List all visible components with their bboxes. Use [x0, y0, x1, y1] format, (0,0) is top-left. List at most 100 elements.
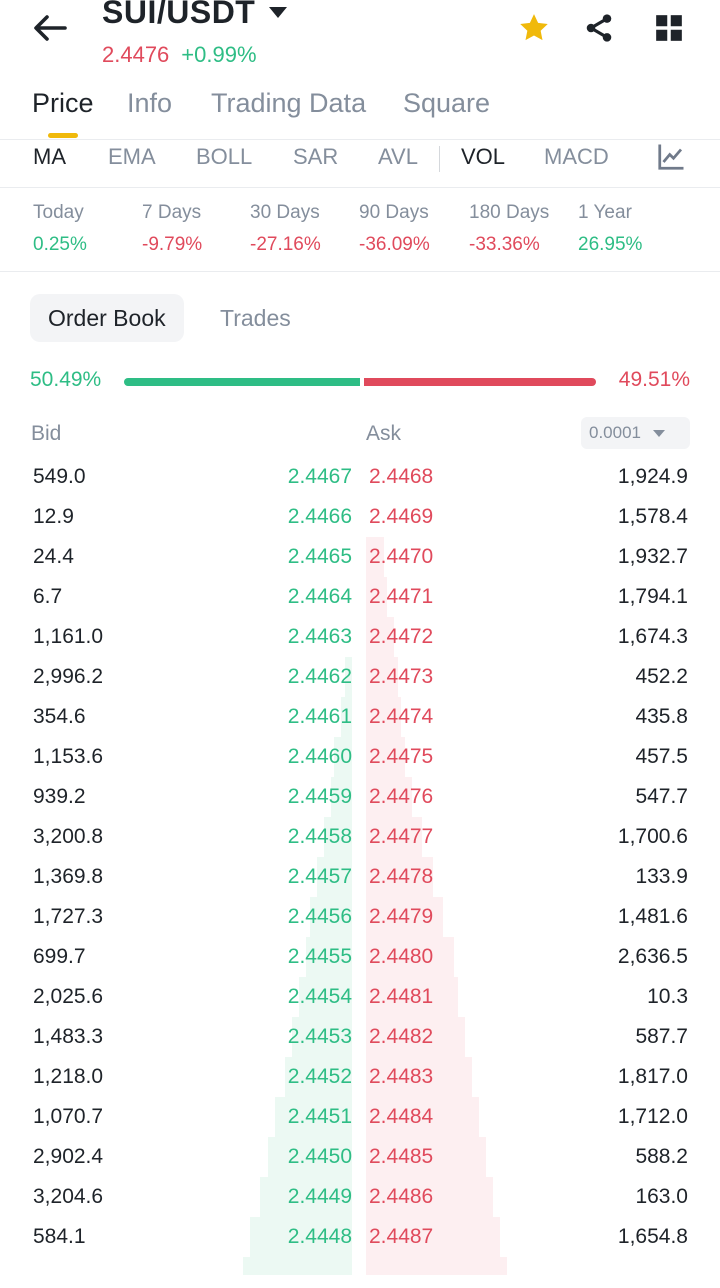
- bid-depth-bar: [292, 1017, 352, 1057]
- tab-trading-data[interactable]: Trading Data: [211, 88, 367, 118]
- bid-price: 2.4464: [287, 585, 352, 608]
- indicator-macd[interactable]: MACD: [544, 144, 609, 169]
- orderbook-row[interactable]: 12.9 2.4466 2.4469 1,578.4: [0, 497, 720, 537]
- orderbook-row[interactable]: 1,369.8 2.4457 2.4478 133.9: [0, 857, 720, 897]
- bid-amount: 1,153.6: [33, 745, 104, 768]
- orderbook-row[interactable]: 1,483.3 2.4453 2.4482 587.7: [0, 1017, 720, 1057]
- scroll-fade: [640, 140, 720, 186]
- ask-depth-bar: [366, 1057, 472, 1097]
- ask-price: 2.4483: [369, 1065, 434, 1088]
- orderbook-row[interactable]: 2,902.4 2.4450 2.4485 588.2: [0, 1137, 720, 1177]
- orderbook-row[interactable]: 1,161.0 2.4463 2.4472 1,674.3: [0, 617, 720, 657]
- ask-price: 2.4477: [369, 825, 434, 848]
- ask-depth-bar: [366, 857, 433, 897]
- tab-square[interactable]: Square: [403, 88, 491, 118]
- ratio-bar-buy: [124, 378, 360, 386]
- bid-depth-bar: [299, 977, 352, 1017]
- ratio-bar-sell: [364, 378, 596, 386]
- indicator-avl[interactable]: AVL: [378, 144, 418, 169]
- orderbook-row[interactable]: 24.4 2.4465 2.4470 1,932.7: [0, 537, 720, 577]
- ask-price: 2.4472: [369, 625, 434, 648]
- ask-price: 2.4481: [369, 985, 434, 1008]
- bid-price: 2.4451: [287, 1105, 352, 1128]
- ask-depth-bar: [366, 777, 412, 817]
- ask-depth-bar: [366, 657, 398, 697]
- bid-depth-bar: [341, 697, 352, 737]
- bid-price: 2.4457: [287, 865, 352, 888]
- performance-value: -33.36%: [469, 234, 540, 255]
- grid-menu-icon: [656, 15, 682, 41]
- performance-value: 26.95%: [578, 234, 643, 255]
- orderbook-row[interactable]: 699.7 2.4455 2.4480 2,636.5: [0, 937, 720, 977]
- ask-price: 2.4471: [369, 585, 434, 608]
- symbol-selector[interactable]: SUI/USDT: [102, 0, 288, 31]
- bid-amount: 549.0: [33, 465, 86, 488]
- orderbook-row[interactable]: 2,025.6 2.4454 2.4481 10.3: [0, 977, 720, 1017]
- bid-price: 2.4452: [287, 1065, 352, 1088]
- performance-strip: Today 0.25% 7 Days -9.79% 30 Days -27.16% 90 D…: [0, 188, 720, 272]
- indicator-ma[interactable]: MA: [33, 144, 66, 169]
- orderbook-row[interactable]: 2,996.2 2.4462 2.4473 452.2: [0, 657, 720, 697]
- bid-price: 2.4461: [287, 705, 352, 728]
- orderbook-row[interactable]: 549.0 2.4467 2.4468 1,924.9: [0, 457, 720, 497]
- share-button[interactable]: [579, 8, 619, 48]
- ask-amount: 2,636.5: [617, 945, 688, 968]
- chart-settings-icon[interactable]: [656, 142, 686, 172]
- bid-depth-bar: [331, 777, 352, 817]
- ask-price: 2.4468: [369, 465, 434, 488]
- bid-amount: 2,902.4: [33, 1145, 104, 1168]
- bid-depth-bar: [345, 657, 352, 697]
- bid-price: 2.4450: [287, 1145, 352, 1168]
- indicator-ema[interactable]: EMA: [108, 144, 156, 169]
- indicator-boll[interactable]: BOLL: [196, 144, 253, 169]
- orderbook-row[interactable]: 6.7 2.4464 2.4471 1,794.1: [0, 577, 720, 617]
- orderbook-row[interactable]: 3,204.6 2.4449 2.4486 163.0: [0, 1177, 720, 1217]
- tab-order-book[interactable]: Order Book: [30, 294, 184, 342]
- ask-amount: 133.9: [635, 865, 688, 888]
- bid-depth-bar: [275, 1097, 352, 1137]
- performance-period-label: Today: [33, 202, 84, 223]
- chevron-down-icon: [653, 429, 665, 437]
- orderbook-row[interactable]: 939.2 2.4459 2.4476 547.7: [0, 777, 720, 817]
- indicator-vol[interactable]: VOL: [461, 144, 506, 169]
- ask-depth-bar: [366, 577, 387, 617]
- tab-price[interactable]: Price: [32, 88, 94, 118]
- ask-amount: 547.7: [635, 785, 688, 808]
- orderbook-row[interactable]: 1,218.0 2.4452 2.4483 1,817.0: [0, 1057, 720, 1097]
- favorite-button[interactable]: [514, 8, 554, 48]
- ask-amount: 1,674.3: [617, 625, 688, 648]
- ask-depth-bar: [366, 1137, 486, 1177]
- indicator-sar[interactable]: SAR: [293, 144, 339, 169]
- ask-amount: 1,924.9: [617, 465, 688, 488]
- bid-price: 2.4458: [287, 825, 352, 848]
- orderbook-row[interactable]: 3,200.8 2.4458 2.4477 1,700.6: [0, 817, 720, 857]
- star-icon: [520, 14, 548, 41]
- ask-depth-bar: [366, 1257, 507, 1275]
- ask-price: 2.4486: [369, 1185, 434, 1208]
- orderbook-row[interactable]: 584.1 2.4448 2.4487 1,654.8: [0, 1217, 720, 1257]
- tab-trades[interactable]: Trades: [220, 305, 291, 331]
- more-menu-button[interactable]: [649, 8, 689, 48]
- ask-amount: 1,481.6: [617, 905, 688, 928]
- ask-price: 2.4474: [369, 705, 434, 728]
- bid-amount: 2,025.6: [33, 985, 104, 1008]
- orderbook-row[interactable]: 1,070.7 2.4451 2.4484 1,712.0: [0, 1097, 720, 1137]
- bid-depth-bar: [268, 1137, 352, 1177]
- bid-depth-bar: [243, 1257, 352, 1275]
- ask-depth-bar: [366, 977, 458, 1017]
- ask-price: 2.4473: [369, 665, 434, 688]
- bid-price: 2.4453: [287, 1025, 352, 1048]
- tab-info[interactable]: Info: [127, 88, 173, 118]
- orderbook-row[interactable]: 354.6 2.4461 2.4474 435.8: [0, 697, 720, 737]
- ask-amount: 1,817.0: [617, 1065, 688, 1088]
- buy-ratio-label: 50.49%: [30, 368, 102, 391]
- bid-amount: 1,483.3: [33, 1025, 104, 1048]
- precision-selector[interactable]: 0.0001: [581, 417, 690, 449]
- orderbook-row[interactable]: 1,727.3 2.4456 2.4479 1,481.6: [0, 897, 720, 937]
- back-button[interactable]: [28, 8, 72, 48]
- orderbook-row[interactable]: 1,153.6 2.4460 2.4475 457.5: [0, 737, 720, 777]
- bid-amount: 2,996.2: [33, 665, 104, 688]
- bid-amount: 3,200.8: [33, 825, 104, 848]
- orderbook-center-divider: [353, 457, 366, 1275]
- bid-amount: 6.7: [33, 585, 63, 608]
